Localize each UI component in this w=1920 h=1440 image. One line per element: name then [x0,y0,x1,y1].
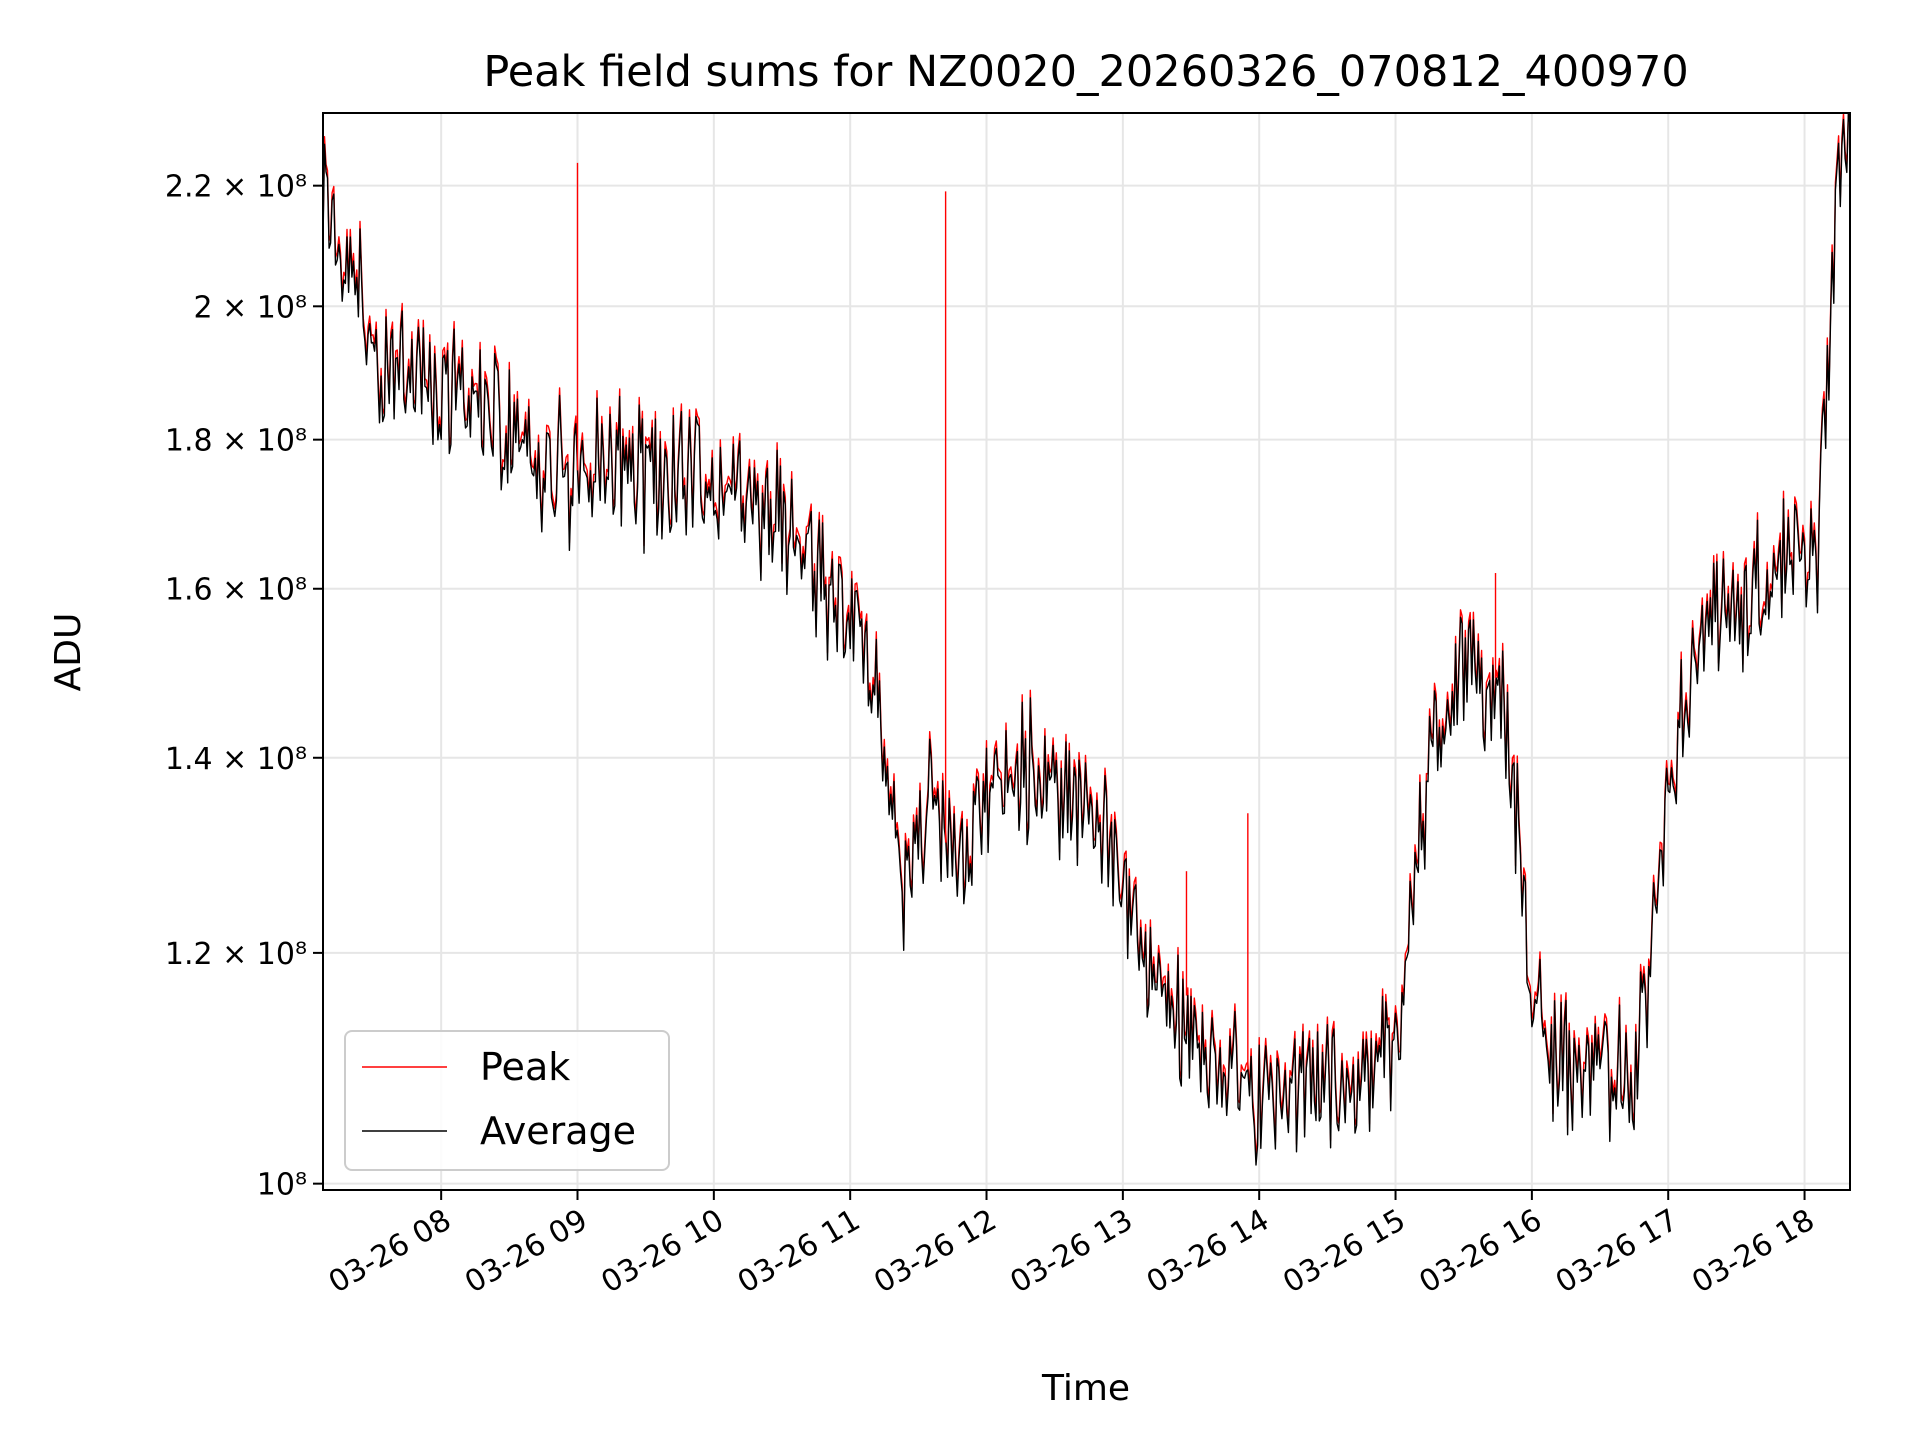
legend-box [344,1030,670,1171]
chart-title: Peak field sums for NZ0020_20260326_0708… [483,47,1688,97]
legend-label-average: Average [480,1109,636,1153]
plot-frame [322,112,1851,1191]
y-tick-label: 2 × 10⁸ [194,290,308,325]
y-tick-label: 1.2 × 10⁸ [165,937,307,972]
x-axis-title: Time [1041,1368,1130,1409]
y-tick-label: 2.2 × 10⁸ [165,170,307,205]
legend: Peak Average [344,1030,670,1171]
y-axis-title: ADU [48,613,89,692]
y-tick-label: 10⁸ [257,1168,307,1203]
legend-label-peak: Peak [480,1045,570,1089]
y-tick-label: 1.4 × 10⁸ [165,742,307,777]
y-tick-label: 1.6 × 10⁸ [165,573,307,608]
y-tick-label: 1.8 × 10⁸ [165,424,307,459]
series-layer [322,112,1851,1166]
